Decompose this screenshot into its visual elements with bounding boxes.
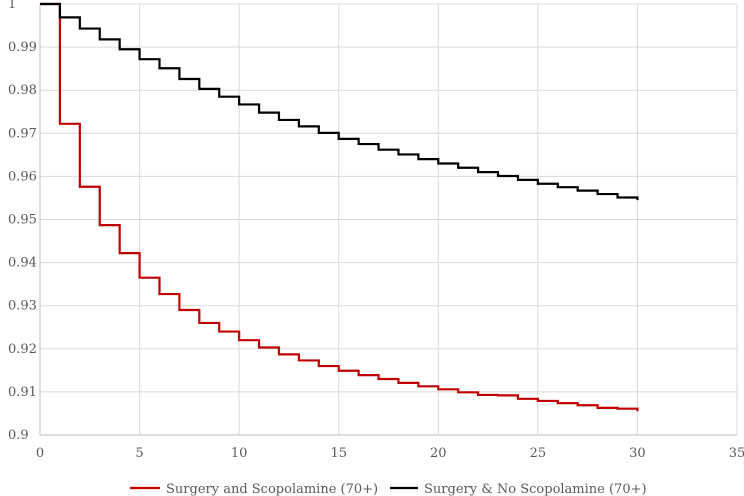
x-tick-label: 5 [135,446,143,461]
legend-item: Surgery & No Scopolamine (70+) [390,482,647,496]
x-tick-label: 15 [330,446,347,461]
series-line-no-scopolamine [40,2,639,201]
y-tick-label: 0.99 [8,40,37,55]
x-tick-label: 20 [430,446,447,461]
legend-label: Surgery & No Scopolamine (70+) [424,482,647,496]
y-tick-label: 0.92 [8,342,37,357]
x-tick-label: 25 [530,446,547,461]
tick-labels: 0 5 10 15 20 25 30 35 0.9 0.91 0.92 0.93 0.94 0.95 0.9… [8,0,744,461]
legend: Surgery and Scopolamine (70+) Surgery & N… [130,482,647,496]
legend-label: Surgery and Scopolamine (70+) [166,482,378,496]
x-tick-label: 0 [36,446,44,461]
axes [39,4,737,436]
series-line-scopolamine [40,2,639,412]
y-tick-label: 0.96 [8,169,37,184]
y-tick-label: 1 [8,0,16,12]
y-tick-label: 0.95 [8,213,37,228]
y-tick-label: 0.9 [8,428,29,443]
legend-item: Surgery and Scopolamine (70+) [130,482,378,496]
x-tick-label: 10 [231,446,248,461]
y-tick-label: 0.94 [8,256,37,271]
grid-lines [40,3,738,435]
y-tick-label: 0.91 [8,385,37,400]
y-tick-label: 0.97 [8,126,37,141]
y-tick-label: 0.98 [8,83,37,98]
series-lines [40,2,639,412]
x-tick-label: 30 [629,446,646,461]
y-tick-label: 0.93 [8,299,37,314]
x-tick-label: 35 [729,446,744,461]
